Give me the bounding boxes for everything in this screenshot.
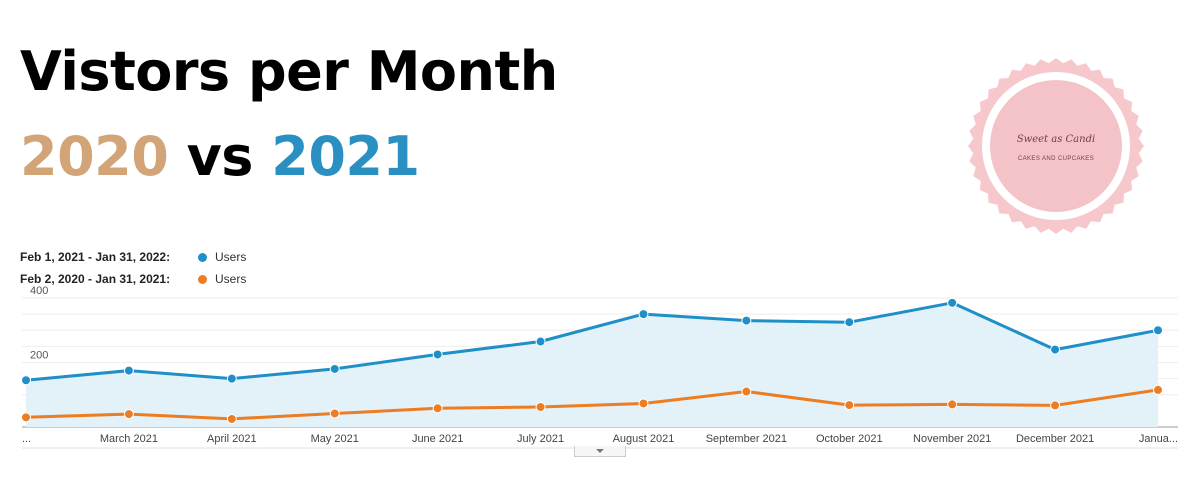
x-tick-label: October 2021	[816, 433, 883, 445]
chart-panel: 200 400... March 2021 April 2021 May 2021 Jun…	[0, 234, 1200, 494]
year-2021-label: 2021	[271, 125, 420, 188]
data-point	[638, 398, 649, 409]
legend-dot-2020	[198, 274, 207, 284]
data-point	[123, 409, 134, 420]
data-point	[1153, 384, 1163, 395]
data-point	[844, 317, 855, 328]
data-point	[21, 375, 31, 386]
data-point	[329, 408, 340, 419]
legend-label-2021: Users	[215, 250, 247, 264]
chart-subtitle: 2020 vs 2021	[20, 125, 420, 190]
data-point	[432, 349, 443, 360]
data-point	[741, 386, 752, 397]
chart-legend: Feb 1, 2021 - Jan 31, 2022: Users Feb 2,…	[20, 246, 246, 290]
y-tick-label: 400	[30, 285, 48, 297]
data-point	[123, 365, 134, 376]
line-chart: 200 400... March 2021 April 2021 May 2021 Jun…	[21, 285, 1178, 449]
data-point	[638, 309, 649, 320]
x-tick-label: August 2021	[613, 433, 675, 445]
data-point	[947, 399, 958, 410]
x-tick-label: September 2021	[706, 433, 787, 445]
data-point	[329, 363, 340, 374]
data-point	[432, 403, 443, 414]
x-tick-label: November 2021	[913, 433, 991, 445]
y-tick-label: 200	[30, 350, 48, 362]
x-tick-label: Janua...	[1139, 433, 1178, 445]
legend-entry-2021: Feb 1, 2021 - Jan 31, 2022: Users	[20, 246, 246, 268]
data-point	[21, 412, 31, 423]
x-tick-label: May 2021	[311, 433, 359, 445]
chart-title: Vistors per Month	[20, 40, 558, 103]
series-line-0	[25, 301, 1159, 382]
data-point	[844, 400, 855, 411]
x-tick-label: July 2021	[517, 433, 564, 445]
x-tick-label: ...	[22, 433, 31, 445]
x-tick-label: December 2021	[1016, 433, 1094, 445]
brand-logo: Sweet as Candi CAKES AND CUPCAKES	[968, 58, 1144, 234]
legend-range-2021: Feb 1, 2021 - Jan 31, 2022:	[20, 250, 171, 264]
data-point	[741, 315, 752, 326]
data-point	[1050, 400, 1061, 411]
chevron-down-icon	[596, 449, 604, 453]
chart-expand-handle[interactable]	[574, 446, 626, 457]
logo-inner-circle	[990, 80, 1122, 212]
vs-label: vs	[186, 125, 254, 188]
data-point	[226, 373, 237, 384]
legend-label-2020: Users	[215, 272, 247, 286]
series-line-1	[25, 388, 1159, 421]
series-area-0	[26, 302, 1158, 427]
data-point	[535, 336, 546, 347]
x-tick-label: March 2021	[100, 433, 158, 445]
data-point	[1050, 344, 1061, 355]
data-point	[947, 297, 958, 308]
data-point	[535, 402, 546, 413]
logo-caption: CAKES AND CUPCAKES	[1018, 156, 1094, 162]
data-point	[226, 413, 237, 424]
data-point	[1153, 325, 1163, 336]
legend-dot-2021	[198, 252, 207, 262]
year-2020-label: 2020	[20, 125, 169, 188]
x-tick-label: April 2021	[207, 433, 257, 445]
x-tick-label: June 2021	[412, 433, 463, 445]
logo-script-text: Sweet as Candi	[1017, 134, 1095, 145]
legend-entry-2020: Feb 2, 2020 - Jan 31, 2021: Users	[20, 268, 246, 290]
legend-range-2020: Feb 2, 2020 - Jan 31, 2021:	[20, 272, 171, 286]
